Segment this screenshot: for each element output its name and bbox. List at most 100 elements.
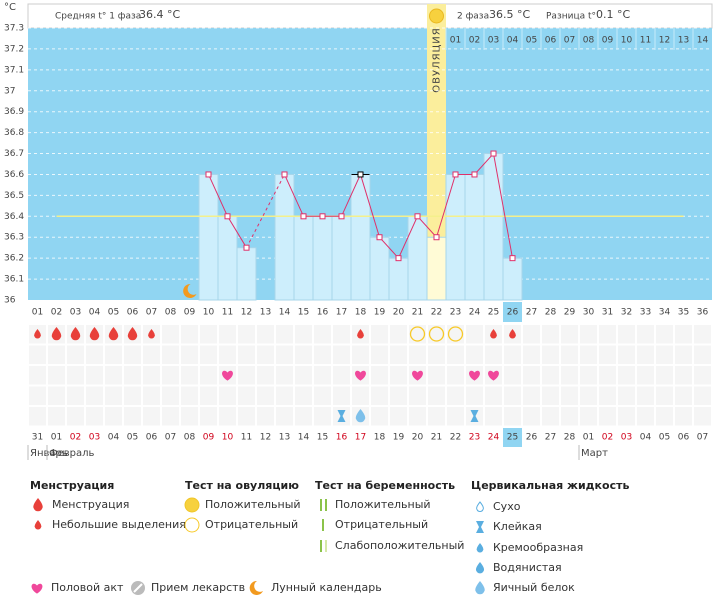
event-cell bbox=[447, 386, 464, 405]
date-label: 01 bbox=[583, 433, 594, 443]
legend-title: Тест на беременность bbox=[315, 479, 455, 492]
temperature-bar bbox=[312, 215, 333, 301]
event-cell bbox=[276, 325, 293, 344]
temperature-bar bbox=[350, 173, 371, 301]
event-cell bbox=[618, 345, 635, 364]
event-cell bbox=[162, 345, 179, 364]
date-label: 09 bbox=[203, 433, 215, 443]
event-cell bbox=[599, 325, 616, 344]
cycle-day: 33 bbox=[640, 308, 651, 318]
event-cell bbox=[371, 366, 388, 385]
event-cell bbox=[48, 386, 65, 405]
sex-mark bbox=[488, 370, 499, 381]
phase2-day: 07 bbox=[564, 36, 575, 46]
phase1-value: 36.4 °C bbox=[139, 8, 180, 21]
menstruation-mark bbox=[357, 329, 364, 339]
event-cell bbox=[238, 325, 255, 344]
temperature-bar bbox=[483, 153, 504, 301]
event-cell bbox=[200, 366, 217, 385]
temperature-bar bbox=[445, 173, 466, 301]
cycle-day: 24 bbox=[469, 308, 481, 318]
event-cell bbox=[86, 366, 103, 385]
preg-negative bbox=[322, 519, 324, 531]
date-label: 06 bbox=[678, 433, 690, 443]
date-label: 11 bbox=[241, 433, 252, 443]
y-unit: °C bbox=[4, 2, 16, 13]
event-cell bbox=[105, 366, 122, 385]
event-cell bbox=[599, 366, 616, 385]
date-label: 04 bbox=[108, 433, 120, 443]
temperature-point bbox=[376, 234, 383, 241]
event-cell bbox=[143, 386, 160, 405]
legend-label: Прием лекарств bbox=[151, 581, 245, 594]
cycle-day: 06 bbox=[127, 308, 139, 318]
date-label: 05 bbox=[659, 433, 670, 443]
menstruation-mark bbox=[70, 327, 81, 341]
cycle-day: 16 bbox=[317, 308, 329, 318]
sex-mark bbox=[469, 370, 480, 381]
legend-title: Тест на овуляцию bbox=[185, 479, 299, 492]
y-tick-label: 36.7 bbox=[4, 149, 24, 159]
event-cell bbox=[542, 386, 559, 405]
event-cell bbox=[371, 325, 388, 344]
date-label: 20 bbox=[412, 433, 424, 443]
event-cell bbox=[447, 366, 464, 385]
date-label: 22 bbox=[450, 433, 461, 443]
date-label: 13 bbox=[279, 433, 290, 443]
event-cell bbox=[276, 345, 293, 364]
cycle-day: 32 bbox=[621, 308, 632, 318]
date-label: 17 bbox=[355, 433, 366, 443]
event-cell bbox=[67, 407, 84, 426]
event-cell bbox=[124, 386, 141, 405]
event-cell bbox=[523, 386, 540, 405]
event-cell bbox=[200, 407, 217, 426]
cycle-day: 02 bbox=[51, 308, 62, 318]
date-label: 14 bbox=[298, 433, 310, 443]
legend-label: Положительный bbox=[335, 498, 431, 511]
sex-mark bbox=[355, 370, 366, 381]
y-tick-label: 36 bbox=[4, 296, 16, 306]
event-cell bbox=[276, 366, 293, 385]
event-cell bbox=[542, 345, 559, 364]
temperature-point bbox=[300, 213, 307, 220]
ovulation-test-mark bbox=[409, 326, 426, 342]
menstruation-mark bbox=[127, 327, 138, 341]
event-cell bbox=[694, 366, 711, 385]
date-label: 26 bbox=[526, 433, 538, 443]
event-cell bbox=[561, 386, 578, 405]
event-cell bbox=[504, 407, 521, 426]
today-date-cell bbox=[503, 428, 522, 447]
event-cell bbox=[352, 345, 369, 364]
event-cell bbox=[29, 407, 46, 426]
temperature-bar bbox=[388, 257, 409, 301]
legend-icon bbox=[249, 580, 263, 595]
event-cell bbox=[580, 386, 597, 405]
y-tick-label: 36.1 bbox=[4, 275, 24, 285]
date-label: 31 bbox=[32, 433, 43, 443]
cycle-day: 08 bbox=[165, 308, 177, 318]
phase2-day: 06 bbox=[545, 36, 557, 46]
event-cell bbox=[485, 407, 502, 426]
menstruation-mark bbox=[51, 327, 62, 341]
y-tick-label: 36.6 bbox=[4, 170, 24, 180]
temperature-bar bbox=[217, 215, 238, 301]
cycle-day: 01 bbox=[32, 308, 43, 318]
cycle-day: 12 bbox=[241, 308, 252, 318]
event-cell bbox=[371, 407, 388, 426]
event-cell bbox=[143, 407, 160, 426]
date-label: 02 bbox=[70, 433, 81, 443]
temperature-point bbox=[357, 171, 364, 178]
temperature-point bbox=[319, 213, 326, 220]
diff-value: 0.1 °C bbox=[596, 8, 630, 21]
event-cell bbox=[694, 345, 711, 364]
menstruation-mark bbox=[34, 329, 41, 339]
cycle-day: 27 bbox=[526, 308, 537, 318]
phase2-day: 11 bbox=[640, 36, 651, 46]
event-cell bbox=[124, 345, 141, 364]
phase2-day: 14 bbox=[697, 36, 709, 46]
event-cell bbox=[162, 366, 179, 385]
event-cell bbox=[675, 407, 692, 426]
event-cell bbox=[618, 407, 635, 426]
ovulation-column bbox=[427, 4, 446, 300]
cycle-day: 34 bbox=[659, 308, 671, 318]
